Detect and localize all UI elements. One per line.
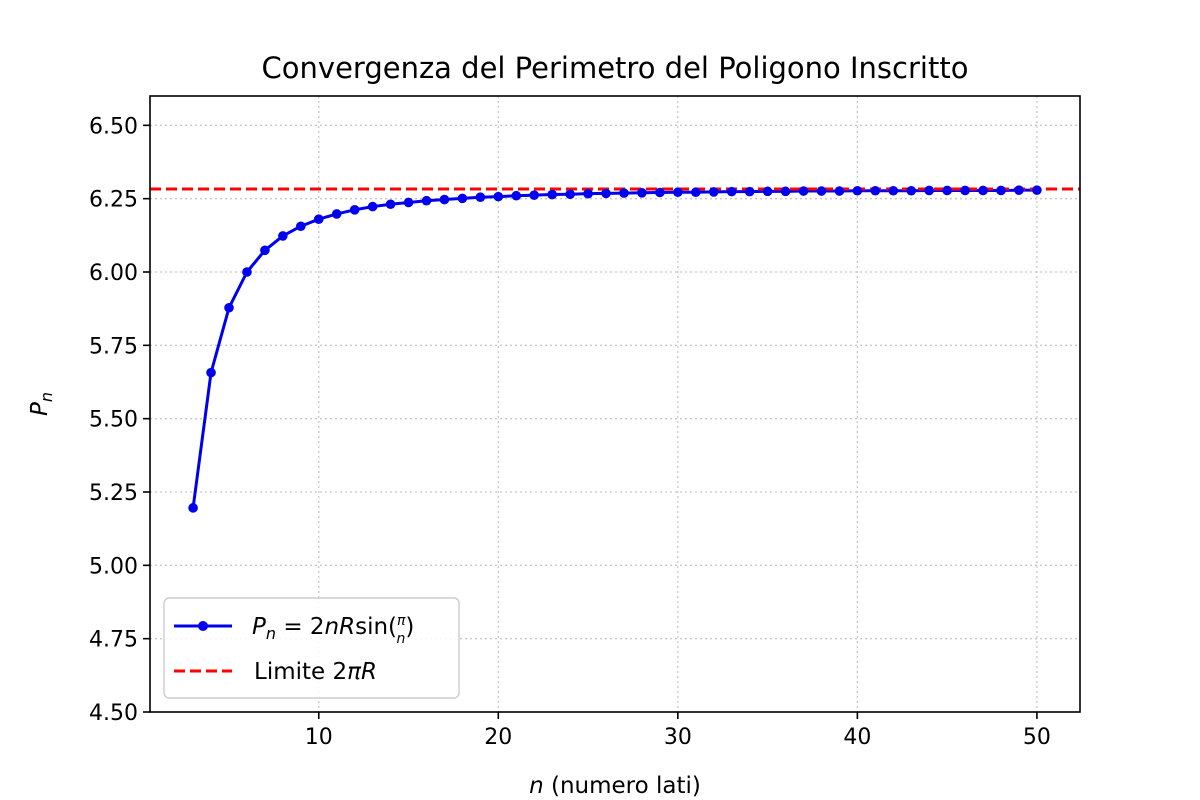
data-point bbox=[260, 245, 270, 256]
y-tick-label: 5.50 bbox=[89, 408, 138, 433]
x-axis-label: n (numero lati) bbox=[529, 773, 701, 799]
data-point bbox=[511, 190, 522, 201]
legend-label-series-2: Limite 2πR bbox=[254, 659, 377, 685]
legend-marker-series-1 bbox=[198, 621, 208, 631]
x-axis-label-rest: (numero lati) bbox=[544, 773, 701, 799]
data-point bbox=[296, 221, 306, 232]
data-point bbox=[942, 185, 952, 196]
legend-label-series-1: Pn = 2nRsin(π n) bbox=[252, 613, 414, 647]
data-point bbox=[188, 503, 198, 513]
legend-box bbox=[163, 597, 460, 699]
x-tick-label: 40 bbox=[843, 725, 871, 750]
data-point bbox=[565, 189, 575, 200]
x-axis-label-var: n bbox=[529, 773, 544, 799]
data-point bbox=[493, 191, 504, 202]
x-tick-label: 30 bbox=[664, 725, 692, 750]
x-tick-label: 20 bbox=[484, 725, 512, 750]
legend: Pn = 2nRsin(π n) Limite 2πR bbox=[163, 597, 460, 699]
data-point bbox=[637, 188, 647, 198]
y-axis-label-var: P bbox=[27, 402, 53, 416]
data-point bbox=[798, 186, 809, 196]
data-point bbox=[583, 188, 593, 199]
data-point bbox=[906, 185, 917, 196]
data-point bbox=[888, 185, 899, 196]
data-point bbox=[475, 192, 486, 202]
data-point bbox=[780, 186, 791, 197]
data-point bbox=[403, 197, 414, 208]
data-point bbox=[367, 201, 378, 212]
x-tick-label: 50 bbox=[1023, 725, 1051, 750]
data-point bbox=[313, 214, 324, 224]
y-tick-label: 5.75 bbox=[89, 334, 138, 359]
data-point bbox=[619, 188, 629, 198]
data-point bbox=[762, 186, 773, 197]
data-point bbox=[278, 231, 288, 241]
data-point bbox=[960, 185, 970, 196]
data-point bbox=[547, 189, 557, 200]
y-axis-label-sub: n bbox=[37, 392, 56, 402]
data-point bbox=[996, 185, 1006, 196]
y-tick-label: 6.00 bbox=[89, 261, 138, 286]
data-point bbox=[870, 185, 881, 196]
y-tick-label: 5.00 bbox=[89, 554, 138, 579]
y-tick-label: 5.25 bbox=[89, 481, 138, 506]
data-point bbox=[1014, 185, 1024, 195]
data-point bbox=[421, 195, 432, 206]
data-point bbox=[690, 187, 701, 198]
data-point bbox=[457, 193, 468, 204]
y-tick-label: 6.25 bbox=[89, 188, 138, 213]
y-tick-label: 4.75 bbox=[89, 628, 138, 653]
data-point bbox=[744, 186, 755, 197]
data-point bbox=[978, 185, 988, 196]
data-point bbox=[852, 185, 863, 196]
data-point bbox=[601, 188, 611, 199]
x-tick-label: 10 bbox=[305, 725, 333, 750]
data-point bbox=[331, 209, 342, 219]
data-point bbox=[349, 205, 360, 215]
y-axis-label: Pn bbox=[27, 392, 56, 416]
data-point bbox=[224, 302, 234, 313]
data-point bbox=[924, 185, 934, 196]
data-point bbox=[206, 367, 216, 378]
data-point bbox=[385, 199, 396, 210]
chart-title: Convergenza del Perimetro del Poligono I… bbox=[262, 51, 969, 85]
data-point bbox=[834, 186, 845, 196]
data-point bbox=[439, 194, 450, 205]
axes-frame bbox=[149, 95, 1081, 713]
axis-ticks: 10 20 30 40 50 4.50 4.75 5.00 5.25 5.50 5.75 6.00 6.… bbox=[89, 114, 1051, 750]
data-point bbox=[708, 187, 719, 197]
data-point bbox=[673, 187, 683, 198]
legend-label-series-2-text: Limite 2 bbox=[254, 659, 347, 685]
data-point bbox=[726, 186, 737, 197]
y-tick-label: 6.50 bbox=[89, 114, 138, 139]
data-point bbox=[1032, 185, 1042, 195]
plot-area bbox=[150, 185, 1080, 513]
data-point bbox=[529, 190, 540, 200]
data-point bbox=[816, 186, 827, 196]
data-point bbox=[242, 267, 252, 277]
data-point bbox=[655, 187, 665, 198]
y-tick-label: 4.50 bbox=[89, 701, 138, 726]
legend-label-series-2-italic: πR bbox=[347, 659, 377, 685]
